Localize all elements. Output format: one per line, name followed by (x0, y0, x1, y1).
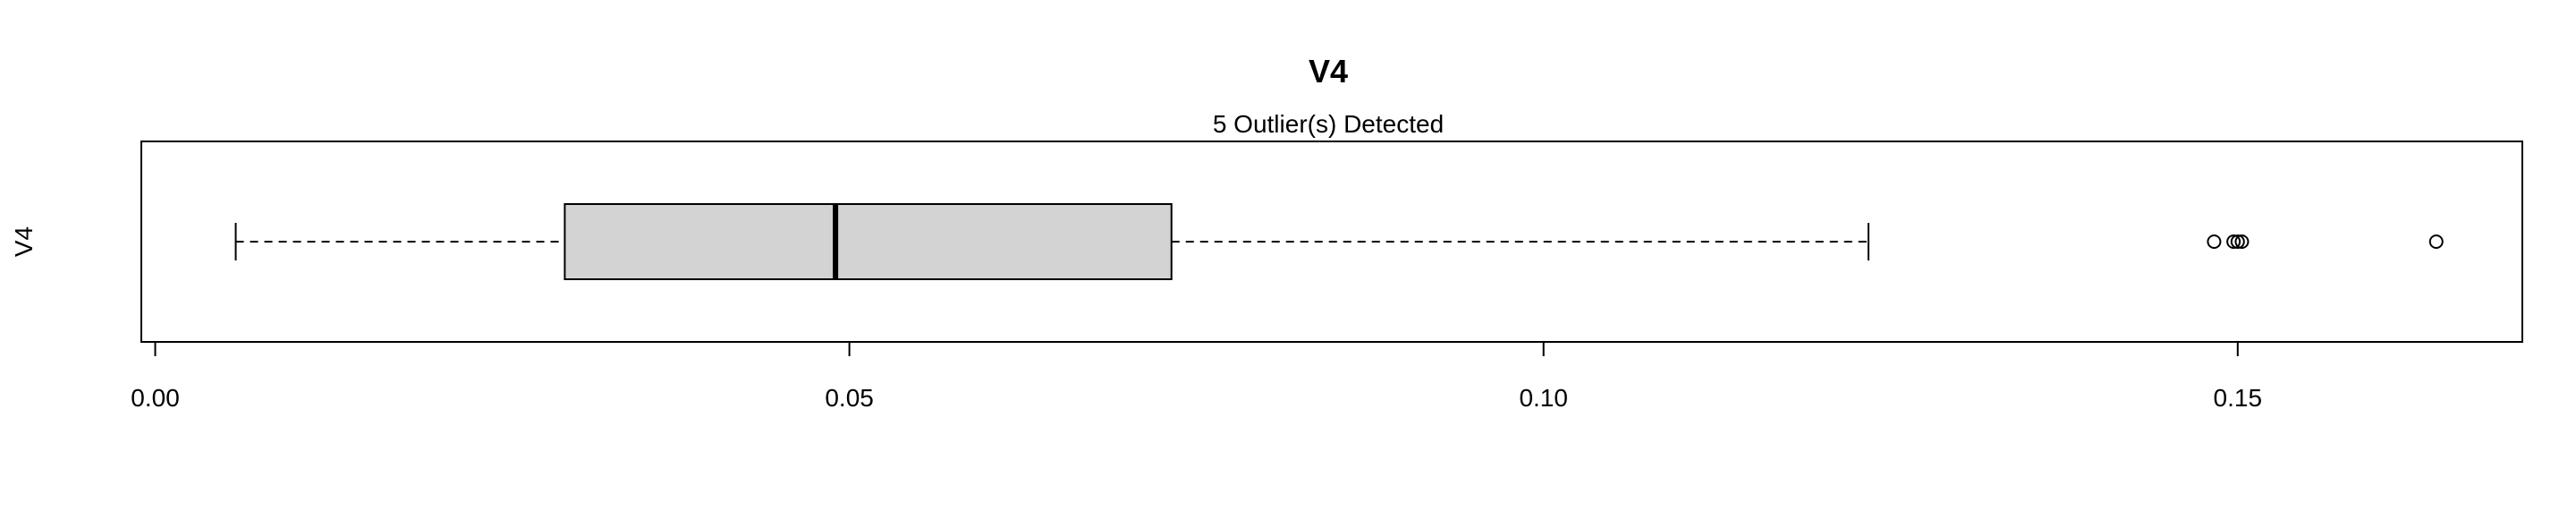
box-series (234, 203, 2444, 280)
x-tick-label: 0.05 (825, 384, 874, 412)
outlier-point (2207, 234, 2222, 249)
x-tick-label: 0.10 (1519, 384, 1568, 412)
x-tick-label: 0.15 (2214, 384, 2263, 412)
iqr-box (564, 203, 1173, 280)
chart-subtitle: 5 Outlier(s) Detected (1213, 110, 1444, 138)
outlier-point (2230, 234, 2245, 249)
x-axis: 0.00 0.05 0.10 0.15 (131, 341, 2263, 412)
x-tick-label: 0.00 (131, 384, 180, 412)
outlier-point (2226, 234, 2241, 249)
box-group (234, 203, 2444, 280)
y-axis-label: V4 (10, 226, 38, 257)
chart-title: V4 (1309, 53, 1348, 90)
outlier-point (2234, 234, 2250, 249)
outlier-point (2428, 234, 2444, 249)
